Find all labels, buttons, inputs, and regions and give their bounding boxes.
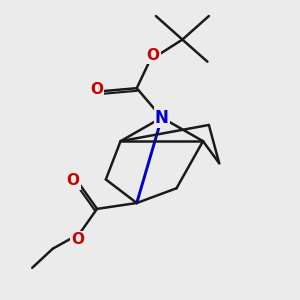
Text: O: O	[66, 173, 80, 188]
Text: N: N	[155, 109, 169, 127]
Text: O: O	[71, 232, 84, 247]
Text: O: O	[90, 82, 103, 97]
Text: O: O	[146, 48, 159, 63]
